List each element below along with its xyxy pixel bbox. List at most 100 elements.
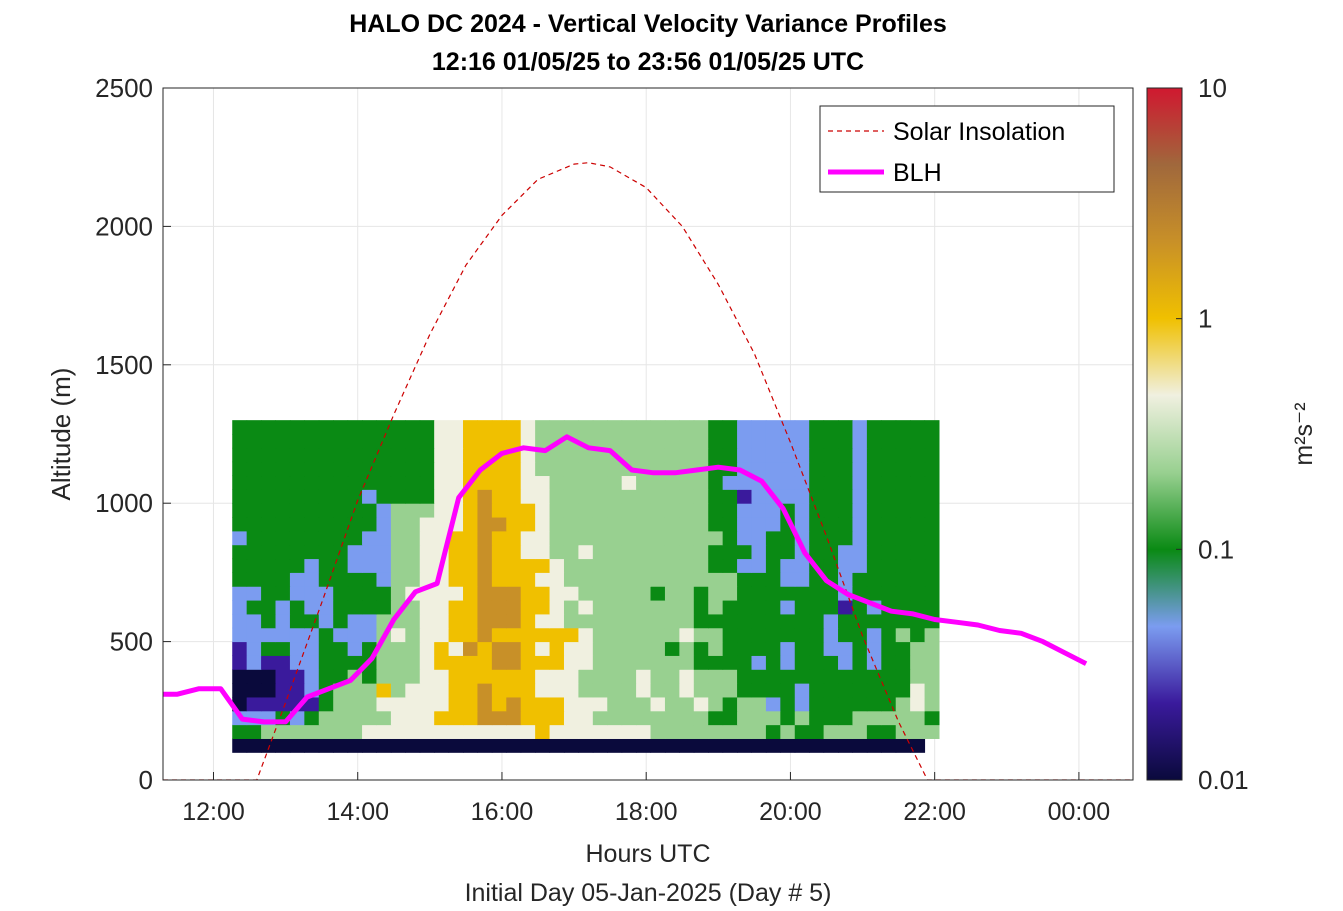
heatmap-cell	[520, 724, 536, 739]
heatmap-cell	[780, 600, 796, 615]
heatmap-cell	[434, 434, 450, 449]
heatmap-cell	[506, 669, 522, 684]
heatmap-cell	[910, 461, 926, 477]
heatmap-cell	[838, 641, 853, 656]
heatmap-cell	[765, 696, 781, 712]
heatmap-cell	[304, 461, 320, 477]
heatmap-cell	[722, 600, 738, 615]
heatmap-cell	[809, 530, 825, 546]
heatmap-cell	[895, 738, 911, 753]
heatmap-cell	[578, 710, 594, 726]
heatmap-cell	[809, 738, 825, 753]
heatmap-cell	[838, 655, 853, 670]
heatmap-cell	[477, 627, 493, 643]
heatmap-cell	[664, 738, 680, 753]
heatmap-cell	[664, 572, 680, 587]
heatmap-cell	[448, 738, 464, 753]
heatmap-cell	[722, 710, 738, 726]
heatmap-cell	[751, 627, 767, 643]
heatmap-cell	[866, 641, 882, 656]
heatmap-cell	[693, 434, 709, 449]
heatmap-cell	[607, 475, 623, 490]
heatmap-cell	[376, 724, 392, 739]
heatmap-cell	[362, 503, 377, 518]
heatmap-cell	[621, 738, 637, 753]
heatmap-cell	[318, 586, 334, 601]
heatmap-cell	[520, 544, 536, 560]
heatmap-cell	[376, 447, 392, 463]
heatmap-cell	[261, 475, 277, 490]
heatmap-cell	[419, 738, 435, 753]
heatmap-cell	[448, 655, 464, 670]
heatmap-cell	[304, 641, 320, 656]
heatmap-cell	[809, 613, 825, 629]
heatmap-cell	[737, 710, 752, 726]
heatmap-cell	[376, 517, 392, 532]
heatmap-cell	[232, 683, 248, 698]
heatmap-cell	[607, 627, 623, 643]
heatmap-cell	[376, 655, 392, 670]
heatmap-cell	[838, 724, 853, 739]
heatmap-cell	[405, 461, 421, 477]
heatmap-cell	[563, 544, 579, 560]
heatmap-cell	[333, 724, 349, 739]
heatmap-cell	[924, 683, 940, 698]
heatmap-cell	[895, 627, 911, 643]
heatmap-cell	[275, 572, 291, 587]
heatmap-cell	[232, 600, 248, 615]
heatmap-cell	[506, 461, 522, 477]
colorbar-tick-label: 1	[1198, 304, 1212, 334]
heatmap-cell	[895, 613, 911, 629]
heatmap-cell	[448, 434, 464, 449]
heatmap-cell	[563, 613, 579, 629]
y-axis-label: Altitude (m)	[46, 368, 76, 501]
heatmap-cell	[578, 503, 594, 518]
heatmap-cell	[664, 669, 680, 684]
heatmap-cell	[419, 447, 435, 463]
heatmap-cell	[578, 613, 594, 629]
heatmap-cell	[693, 586, 709, 601]
heatmap-cell	[708, 641, 724, 656]
heatmap-cell	[708, 544, 724, 560]
heatmap-cell	[390, 696, 406, 712]
heatmap-cell	[751, 558, 767, 573]
heatmap-cell	[607, 572, 623, 587]
heatmap-cell	[463, 461, 478, 477]
heatmap-cell	[261, 669, 277, 684]
heatmap-cell	[535, 683, 551, 698]
heatmap-cell	[708, 655, 724, 670]
heatmap-cell	[693, 696, 709, 712]
heatmap-cell	[448, 669, 464, 684]
heatmap-cell	[362, 447, 377, 463]
heatmap-cell	[405, 544, 421, 560]
heatmap-cell	[232, 669, 248, 684]
heatmap-cell	[434, 447, 450, 463]
heatmap-cell	[549, 530, 565, 546]
heatmap-cell	[621, 655, 637, 670]
heatmap-cell	[289, 558, 305, 573]
heatmap-cell	[636, 724, 652, 739]
heatmap-cell	[866, 447, 882, 463]
heatmap-cell	[477, 669, 493, 684]
heatmap-cell	[823, 627, 839, 643]
heatmap-cell	[664, 489, 680, 504]
heatmap-cell	[362, 420, 377, 435]
heatmap-cell	[838, 420, 853, 435]
heatmap-cell	[289, 434, 305, 449]
heatmap-cell	[463, 530, 478, 546]
heatmap-cell	[477, 696, 493, 712]
colorbar-tick-label: 0.1	[1198, 534, 1234, 564]
heatmap-cell	[910, 503, 926, 518]
heatmap-cell	[434, 655, 450, 670]
heatmap-cell	[289, 724, 305, 739]
heatmap-cell	[563, 627, 579, 643]
x-axis-label: Hours UTC	[585, 840, 710, 868]
heatmap-cell	[679, 600, 695, 615]
heatmap-cell	[794, 586, 810, 601]
heatmap-cell	[578, 544, 594, 560]
heatmap-cell	[881, 475, 897, 490]
heatmap-cell	[765, 613, 781, 629]
series-lines	[163, 162, 1133, 780]
heatmap-cell	[261, 600, 277, 615]
heatmap-cell	[549, 641, 565, 656]
